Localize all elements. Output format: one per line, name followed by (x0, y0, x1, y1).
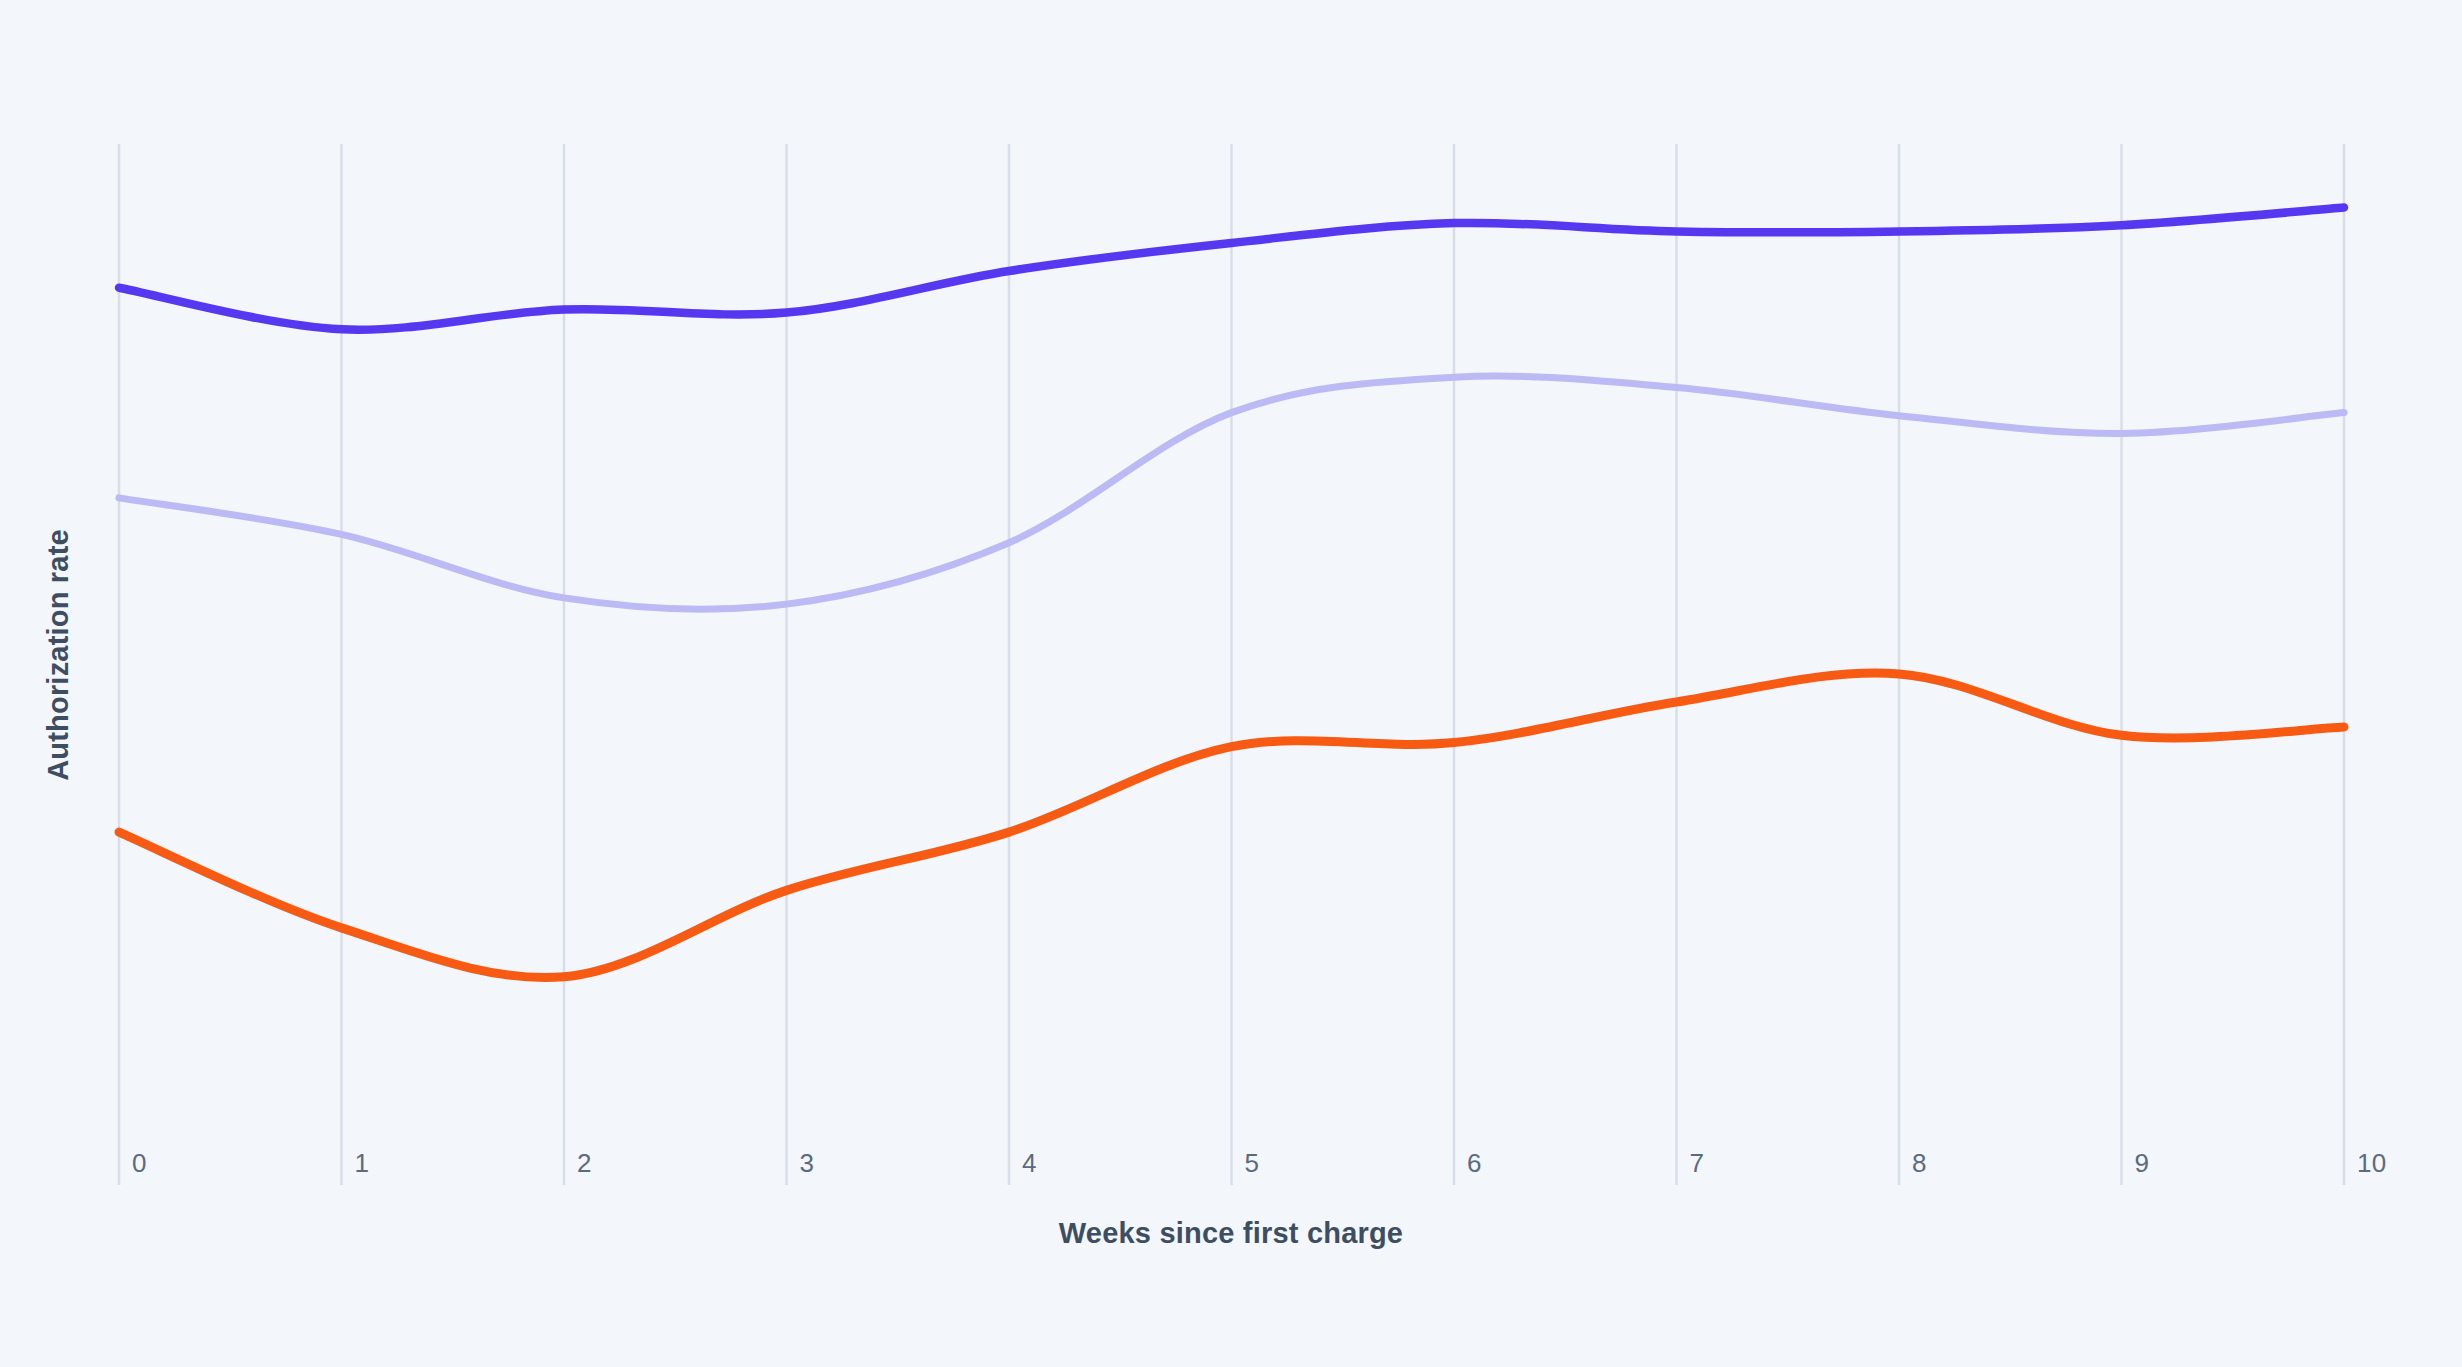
x-tick-label-1: 1 (355, 1148, 370, 1178)
x-tick-label-10: 10 (2357, 1148, 2386, 1178)
chart-figure: 0 1 2 3 4 5 6 7 8 9 10 Weeks since first charge Au… (0, 0, 2462, 1367)
x-tick-label-2: 2 (577, 1148, 592, 1178)
x-axis-title: Weeks since first charge (1059, 1215, 1403, 1251)
x-tick-label-5: 5 (1245, 1148, 1260, 1178)
y-axis-title: Authorization rate (40, 529, 76, 781)
x-tick-label-4: 4 (1022, 1148, 1037, 1178)
x-tick-label-9: 9 (2135, 1148, 2150, 1178)
x-tick-label-7: 7 (1690, 1148, 1705, 1178)
x-tick-label-6: 6 (1467, 1148, 1482, 1178)
x-tick-label-8: 8 (1912, 1148, 1927, 1178)
x-tick-label-0: 0 (132, 1148, 147, 1178)
chart-canvas (0, 0, 2462, 1367)
x-tick-label-3: 3 (800, 1148, 815, 1178)
